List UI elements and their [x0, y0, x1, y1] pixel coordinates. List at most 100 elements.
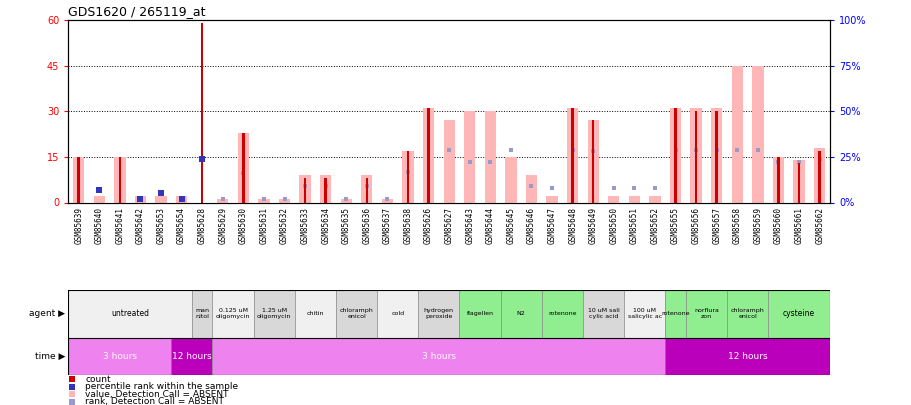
Text: GSM85626: GSM85626: [424, 207, 433, 244]
Text: norflura
zon: norflura zon: [693, 309, 718, 319]
Bar: [772, 157, 783, 202]
Text: agent ▶: agent ▶: [29, 309, 65, 318]
Bar: [118, 157, 121, 202]
Text: GSM85646: GSM85646: [527, 207, 536, 244]
Text: GSM85652: GSM85652: [650, 207, 659, 244]
Bar: [797, 163, 800, 202]
Text: GSM85645: GSM85645: [506, 207, 515, 244]
Bar: [726, 290, 767, 338]
Bar: [711, 108, 722, 202]
Bar: [294, 290, 335, 338]
Text: GSM85639: GSM85639: [74, 207, 83, 244]
Bar: [155, 196, 167, 202]
Text: chloramph
enicol: chloramph enicol: [730, 309, 763, 319]
Bar: [459, 290, 500, 338]
Bar: [776, 157, 779, 202]
Text: rotenone: rotenone: [548, 311, 576, 316]
Text: GSM85633: GSM85633: [301, 207, 309, 244]
Bar: [464, 111, 475, 202]
Bar: [191, 290, 212, 338]
Bar: [591, 121, 594, 202]
Text: 10 uM sali
cylic acid: 10 uM sali cylic acid: [587, 309, 619, 319]
Bar: [752, 66, 763, 202]
Bar: [212, 338, 664, 375]
Text: GSM85627: GSM85627: [445, 207, 453, 244]
Text: GSM85649: GSM85649: [589, 207, 597, 244]
Bar: [767, 290, 829, 338]
Text: 3 hours: 3 hours: [422, 352, 456, 361]
Bar: [685, 290, 726, 338]
Bar: [324, 178, 326, 202]
Text: GSM85655: GSM85655: [670, 207, 680, 244]
Bar: [94, 196, 105, 202]
Bar: [526, 175, 537, 202]
Bar: [500, 290, 541, 338]
Bar: [135, 196, 146, 202]
Bar: [68, 290, 191, 338]
Text: N2: N2: [517, 311, 525, 316]
Text: GSM85641: GSM85641: [115, 207, 124, 244]
Text: percentile rank within the sample: percentile rank within the sample: [85, 382, 238, 391]
Bar: [623, 290, 664, 338]
Text: GSM85651: GSM85651: [630, 207, 639, 244]
Bar: [505, 157, 516, 202]
Bar: [587, 121, 599, 202]
Bar: [241, 133, 244, 202]
Bar: [664, 290, 685, 338]
Text: GSM85653: GSM85653: [157, 207, 165, 244]
Text: GSM85654: GSM85654: [177, 207, 186, 244]
Bar: [176, 196, 187, 202]
Text: GSM85632: GSM85632: [280, 207, 289, 244]
Text: GDS1620 / 265119_at: GDS1620 / 265119_at: [68, 5, 206, 18]
Bar: [68, 338, 171, 375]
Text: time ▶: time ▶: [35, 352, 65, 361]
Text: hydrogen
peroxide: hydrogen peroxide: [424, 309, 454, 319]
Text: GSM85661: GSM85661: [793, 207, 803, 244]
Text: GSM85635: GSM85635: [342, 207, 351, 244]
Bar: [423, 108, 434, 202]
Text: GSM85658: GSM85658: [732, 207, 741, 244]
Bar: [114, 157, 126, 202]
Text: rank, Detection Call = ABSENT: rank, Detection Call = ABSENT: [85, 397, 224, 405]
Bar: [320, 175, 331, 202]
Text: GSM85644: GSM85644: [486, 207, 495, 244]
Bar: [817, 151, 820, 202]
Bar: [673, 108, 676, 202]
Bar: [303, 178, 306, 202]
Bar: [628, 196, 640, 202]
Text: GSM85642: GSM85642: [136, 207, 145, 244]
Text: GSM85634: GSM85634: [321, 207, 330, 244]
Bar: [406, 151, 409, 202]
Text: GSM85647: GSM85647: [547, 207, 556, 244]
Bar: [258, 200, 270, 202]
Bar: [546, 196, 558, 202]
Bar: [238, 133, 249, 202]
Bar: [664, 338, 829, 375]
Text: GSM85650: GSM85650: [609, 207, 618, 244]
Bar: [608, 196, 619, 202]
Text: 3 hours: 3 hours: [103, 352, 137, 361]
Text: GSM85638: GSM85638: [403, 207, 412, 244]
Text: rotenone: rotenone: [660, 311, 689, 316]
Text: GSM85631: GSM85631: [259, 207, 268, 244]
Bar: [377, 290, 418, 338]
Bar: [340, 200, 352, 202]
Text: GSM85637: GSM85637: [383, 207, 392, 244]
Bar: [793, 160, 804, 202]
Bar: [73, 157, 84, 202]
Text: 12 hours: 12 hours: [172, 352, 211, 361]
Text: cysteine: cysteine: [783, 309, 814, 318]
Text: man
nitol: man nitol: [195, 309, 209, 319]
Bar: [715, 111, 717, 202]
Bar: [571, 108, 573, 202]
Bar: [670, 108, 681, 202]
Bar: [335, 290, 377, 338]
Bar: [253, 290, 294, 338]
Bar: [567, 108, 578, 202]
Bar: [418, 290, 459, 338]
Text: chloramph
enicol: chloramph enicol: [339, 309, 373, 319]
Text: 1.25 uM
oligomycin: 1.25 uM oligomycin: [257, 309, 292, 319]
Text: untreated: untreated: [111, 309, 149, 318]
Text: GSM85630: GSM85630: [239, 207, 248, 244]
Bar: [690, 108, 701, 202]
